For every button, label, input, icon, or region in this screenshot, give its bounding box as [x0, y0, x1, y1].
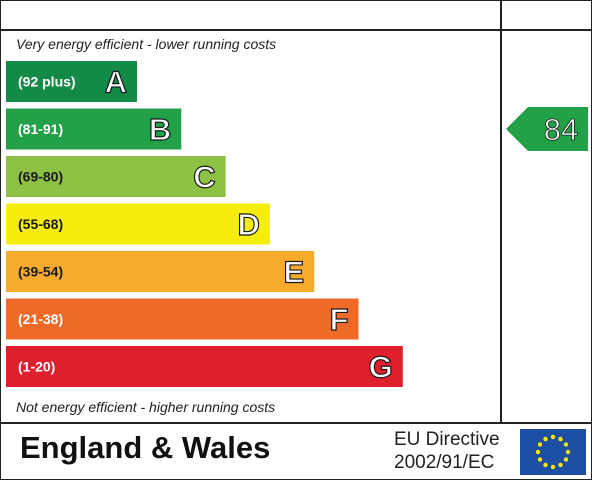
band-a-range: (92 plus) — [18, 74, 76, 90]
band-c-bar — [6, 156, 226, 197]
band-c-letter: C — [193, 160, 215, 195]
band-f-range: (21-38) — [18, 311, 63, 327]
band-d-range: (55-68) — [18, 216, 63, 232]
band-c-range: (69-80) — [18, 169, 63, 185]
band-e-bar — [6, 251, 315, 292]
band-e-letter: E — [284, 255, 305, 290]
current-rating-value: 84 — [544, 112, 578, 147]
eu-directive: EU Directive 2002/91/EC — [394, 428, 500, 474]
band-b-range: (81-91) — [18, 121, 63, 137]
band-a-bar — [6, 61, 137, 102]
directive-line1: EU Directive — [394, 429, 500, 450]
band-f-bar — [6, 298, 359, 340]
eu-flag-icon — [520, 429, 586, 475]
band-d-bar — [6, 203, 270, 245]
band-f-letter: F — [330, 302, 349, 337]
band-g-bar — [6, 346, 403, 387]
caption-very-efficient: Very energy efficient - lower running co… — [16, 36, 277, 52]
directive-line2: 2002/91/EC — [394, 452, 495, 473]
column-divider — [500, 0, 502, 424]
top-divider — [0, 29, 592, 31]
band-b-bar — [6, 108, 182, 150]
band-g-range: (1-20) — [18, 359, 55, 375]
region-title: England & Wales — [20, 430, 271, 465]
band-b-letter: B — [149, 112, 171, 147]
footer-divider — [0, 422, 592, 424]
band-a-letter: A — [105, 65, 127, 100]
band-d-letter: D — [238, 207, 260, 242]
caption-not-efficient: Not energy efficient - higher running co… — [16, 399, 276, 415]
current-rating-arrow — [506, 107, 588, 151]
band-g-letter: G — [369, 350, 393, 385]
band-e-range: (39-54) — [18, 264, 63, 280]
